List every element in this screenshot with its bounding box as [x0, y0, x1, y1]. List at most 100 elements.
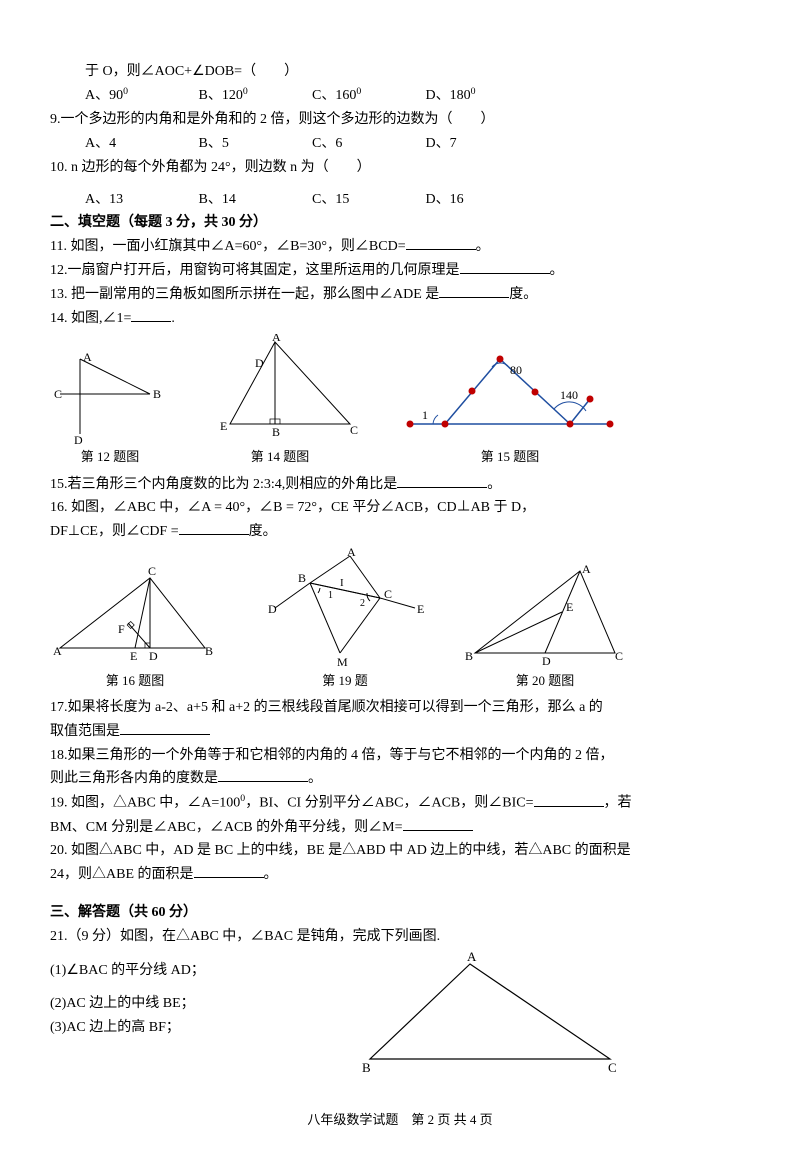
fig19-svg: A B C D E I M 1 2 [260, 548, 430, 668]
q9d: D、7 [426, 132, 457, 156]
q12-text: 12.一扇窗户打开后，用窗钩可将其固定，这里所运用的几何原理是 [50, 263, 460, 278]
q10a: A、13 [85, 188, 195, 212]
sup: 0 [243, 86, 248, 97]
svg-text:1: 1 [328, 590, 333, 601]
fig19: A B C D E I M 1 2 第 19 题 [260, 548, 430, 692]
q15: 15.若三角形三个内角度数的比为 2:3:4,则相应的外角比是 。 [50, 473, 750, 497]
q15-end: 。 [487, 477, 501, 492]
sup: 0 [123, 86, 128, 97]
blank [179, 521, 249, 535]
svg-text:D: D [268, 602, 277, 616]
q21-3: (3)AC 边上的高 BF； [50, 1016, 350, 1040]
svg-text:A: A [347, 548, 356, 559]
fig14-label: 第 14 题图 [200, 446, 360, 468]
fig12-label: 第 12 题图 [50, 446, 170, 468]
q10c: C、15 [312, 188, 422, 212]
fig15: 80 140 1 第 15 题图 [400, 344, 620, 468]
svg-text:I: I [340, 577, 344, 589]
svg-text:C: C [148, 564, 156, 578]
svg-text:E: E [566, 600, 573, 614]
q11-text: 11. 如图，一面小红旗其中∠A=60°，∠B=30°，则∠BCD= [50, 239, 406, 254]
sup: 0 [471, 86, 476, 97]
q13-end: 度。 [509, 287, 537, 302]
svg-text:A: A [272, 334, 281, 344]
svg-text:B: B [465, 649, 473, 663]
q10: 10. n 边形的每个外角都为 24°，则边数 n 为（ ） [50, 156, 750, 180]
q12-end: 。 [550, 263, 564, 278]
fig12-svg: A B C D [50, 349, 170, 444]
q19a: 19. 如图，△ABC 中，∠A=1000，BI、CI 分别平分∠ABC，∠AC… [50, 791, 750, 815]
q19a-text: 19. 如图，△ABC 中，∠A=100 [50, 796, 240, 811]
fig14: A D E B C 第 14 题图 [200, 334, 360, 468]
blank [120, 721, 210, 735]
q18-end: 。 [308, 771, 322, 786]
q16b: DF⊥CE，则∠CDF =度。 [50, 520, 750, 544]
q18b-text: 则此三角形各内角的度数是 [50, 771, 218, 786]
q21: 21.（9 分）如图，在△ABC 中，∠BAC 是钝角，完成下列画图. [50, 925, 750, 949]
fig15-140: 140 [560, 388, 578, 402]
q21-1: (1)∠BAC 的平分线 AD； [50, 959, 350, 983]
figure-row-1: A B C D 第 12 题图 A D E B C 第 14 题图 [50, 334, 750, 468]
q10d: D、16 [426, 188, 464, 212]
svg-text:A: A [467, 949, 477, 964]
q9-options: A、4 B、5 C、6 D、7 [50, 132, 750, 156]
q17b-text: 取值范围是 [50, 724, 120, 739]
svg-text:A: A [582, 563, 591, 576]
fig21-svg: A B C [350, 949, 630, 1079]
q10b: B、14 [199, 188, 309, 212]
svg-text:C: C [615, 649, 623, 663]
svg-text:C: C [384, 587, 392, 601]
blank [460, 260, 550, 274]
svg-text:M: M [337, 655, 348, 668]
blank [131, 308, 171, 322]
svg-text:D: D [255, 356, 264, 370]
fig19-label: 第 19 题 [260, 670, 430, 692]
q20b: 24，则△ABE 的面积是。 [50, 863, 750, 887]
svg-text:D: D [542, 654, 551, 668]
q14: 14. 如图,∠1=. [50, 307, 750, 331]
q9b: B、5 [199, 132, 309, 156]
blank [439, 284, 509, 298]
fig20: A B C D E 第 20 题图 [460, 563, 630, 692]
svg-text:D: D [149, 649, 158, 663]
svg-text:E: E [130, 649, 137, 663]
q8d: D、180 [426, 84, 471, 108]
q8-tail: 于 O，则∠AOC+∠DOB=（ ） [50, 60, 750, 84]
blank [397, 474, 487, 488]
svg-text:F: F [118, 622, 125, 636]
q8b: B、120 [199, 84, 243, 108]
svg-text:E: E [220, 419, 227, 433]
section2-title: 二、填空题（每题 3 分，共 30 分） [50, 211, 750, 235]
fig21: A B C [350, 949, 630, 1079]
q16b-text: DF⊥CE，则∠CDF = [50, 524, 179, 539]
svg-text:B: B [205, 644, 213, 658]
q16a: 16. 如图，∠ABC 中，∠A = 40°，∠B = 72°，CE 平分∠AC… [50, 496, 750, 520]
svg-text:B: B [362, 1060, 371, 1075]
fig16: A B C D E F 第 16 题图 [50, 563, 220, 692]
q21-2: (2)AC 边上的中线 BE； [50, 992, 350, 1016]
blank [194, 864, 264, 878]
q10-options: A、13 B、14 C、15 D、16 [50, 188, 750, 212]
q9c: C、6 [312, 132, 422, 156]
svg-text:B: B [298, 571, 306, 585]
svg-text:C: C [608, 1060, 617, 1075]
q18a: 18.如果三角形的一个外角等于和它相邻的内角的 4 倍，等于与它不相邻的一个内角… [50, 744, 750, 768]
fig16-label: 第 16 题图 [50, 670, 220, 692]
q15-text: 15.若三角形三个内角度数的比为 2:3:4,则相应的外角比是 [50, 477, 397, 492]
fig14-svg: A D E B C [200, 334, 360, 444]
q17a: 17.如果将长度为 a-2、a+5 和 a+2 的三根线段首尾顺次相接可以得到一… [50, 696, 750, 720]
q9a: A、4 [85, 132, 195, 156]
svg-text:D: D [74, 433, 83, 444]
q19a2-text: ，BI、CI 分别平分∠ABC，∠ACB，则∠BIC= [245, 796, 533, 811]
blank [534, 793, 604, 807]
blank [403, 817, 473, 831]
q19a3-text: ，若 [604, 796, 632, 811]
blank [218, 768, 308, 782]
section3-title: 三、解答题（共 60 分） [50, 901, 750, 925]
svg-text:E: E [417, 602, 424, 616]
fig20-label: 第 20 题图 [460, 670, 630, 692]
fig16-svg: A B C D E F [50, 563, 220, 668]
q12: 12.一扇窗户打开后，用窗钩可将其固定，这里所运用的几何原理是 。 [50, 259, 750, 283]
q11: 11. 如图，一面小红旗其中∠A=60°，∠B=30°，则∠BCD=。 [50, 235, 750, 259]
q19b-text: BM、CM 分别是∠ABC，∠ACB 的外角平分线，则∠M= [50, 820, 403, 835]
